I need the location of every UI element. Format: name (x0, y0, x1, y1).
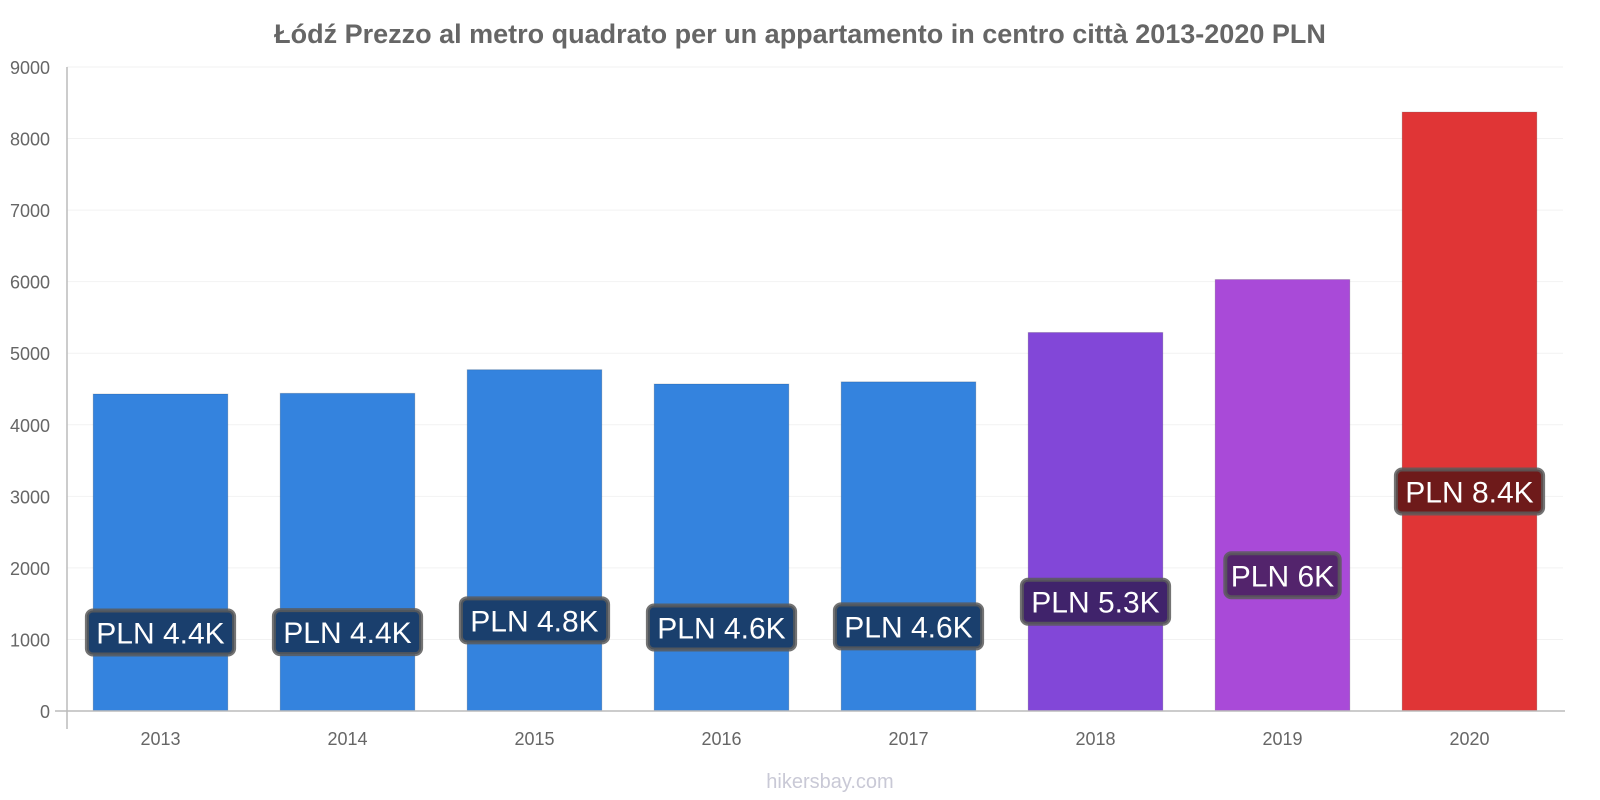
data-label-bg (1223, 551, 1342, 600)
y-tick-label: 5000 (10, 344, 50, 364)
data-label-bg (458, 596, 611, 645)
bar-2017 (840, 381, 977, 712)
x-tick-label: 2020 (1449, 729, 1489, 749)
data-label-bg (645, 603, 798, 652)
y-tick-label: 3000 (10, 487, 50, 507)
data-label: PLN 6K (1231, 560, 1334, 593)
bar-2019 (1214, 279, 1351, 712)
x-tick-label: 2018 (1075, 729, 1115, 749)
data-label-bg (832, 602, 985, 651)
y-tick-label: 9000 (10, 58, 50, 78)
data-labels: PLN 4.4K PLN 4.4K PLN 4.8K PLN 4.6K PLN 4.6K… (84, 467, 1546, 657)
bars (92, 111, 1538, 712)
y-tick-label: 1000 (10, 630, 50, 650)
x-tick-label: 2019 (1262, 729, 1302, 749)
bar-2014 (279, 392, 416, 712)
data-label-bg (271, 608, 424, 657)
chart-title: Łódź Prezzo al metro quadrato per un app… (274, 19, 1326, 49)
x-tick-label: 2014 (327, 729, 367, 749)
y-tick-label: 7000 (10, 201, 50, 221)
y-tick-label: 2000 (10, 559, 50, 579)
data-label: PLN 4.6K (844, 611, 972, 644)
data-label-bg (1393, 467, 1546, 516)
x-tick-label: 2015 (514, 729, 554, 749)
data-label: PLN 4.4K (96, 618, 224, 651)
watermark: hikersbay.com (766, 771, 893, 793)
y-tick-label: 4000 (10, 416, 50, 436)
data-label-bg (1019, 577, 1172, 626)
data-label: PLN 5.3K (1031, 587, 1159, 620)
bar-2020 (1401, 111, 1538, 712)
x-tick-label: 2016 (701, 729, 741, 749)
axes (55, 67, 1565, 729)
y-tick-label: 6000 (10, 273, 50, 293)
data-label: PLN 4.4K (283, 617, 411, 650)
bar-2018 (1027, 331, 1164, 712)
x-tick-label: 2017 (888, 729, 928, 749)
bar-2013 (92, 393, 229, 712)
x-axis-ticks: 2013 2014 2015 2016 2017 2018 2019 2020 (140, 729, 1489, 749)
bar-2015 (466, 369, 603, 712)
y-tick-label: 0 (40, 702, 50, 722)
data-label: PLN 8.4K (1405, 477, 1533, 510)
y-tick-label: 8000 (10, 130, 50, 150)
bar-2016 (653, 383, 790, 712)
data-label: PLN 4.8K (470, 605, 598, 638)
data-label: PLN 4.6K (657, 612, 785, 645)
data-label-bg (84, 608, 237, 657)
x-tick-label: 2013 (140, 729, 180, 749)
y-axis-ticks: 0 1000 2000 3000 4000 5000 6000 7000 8000 9000 (10, 58, 50, 722)
